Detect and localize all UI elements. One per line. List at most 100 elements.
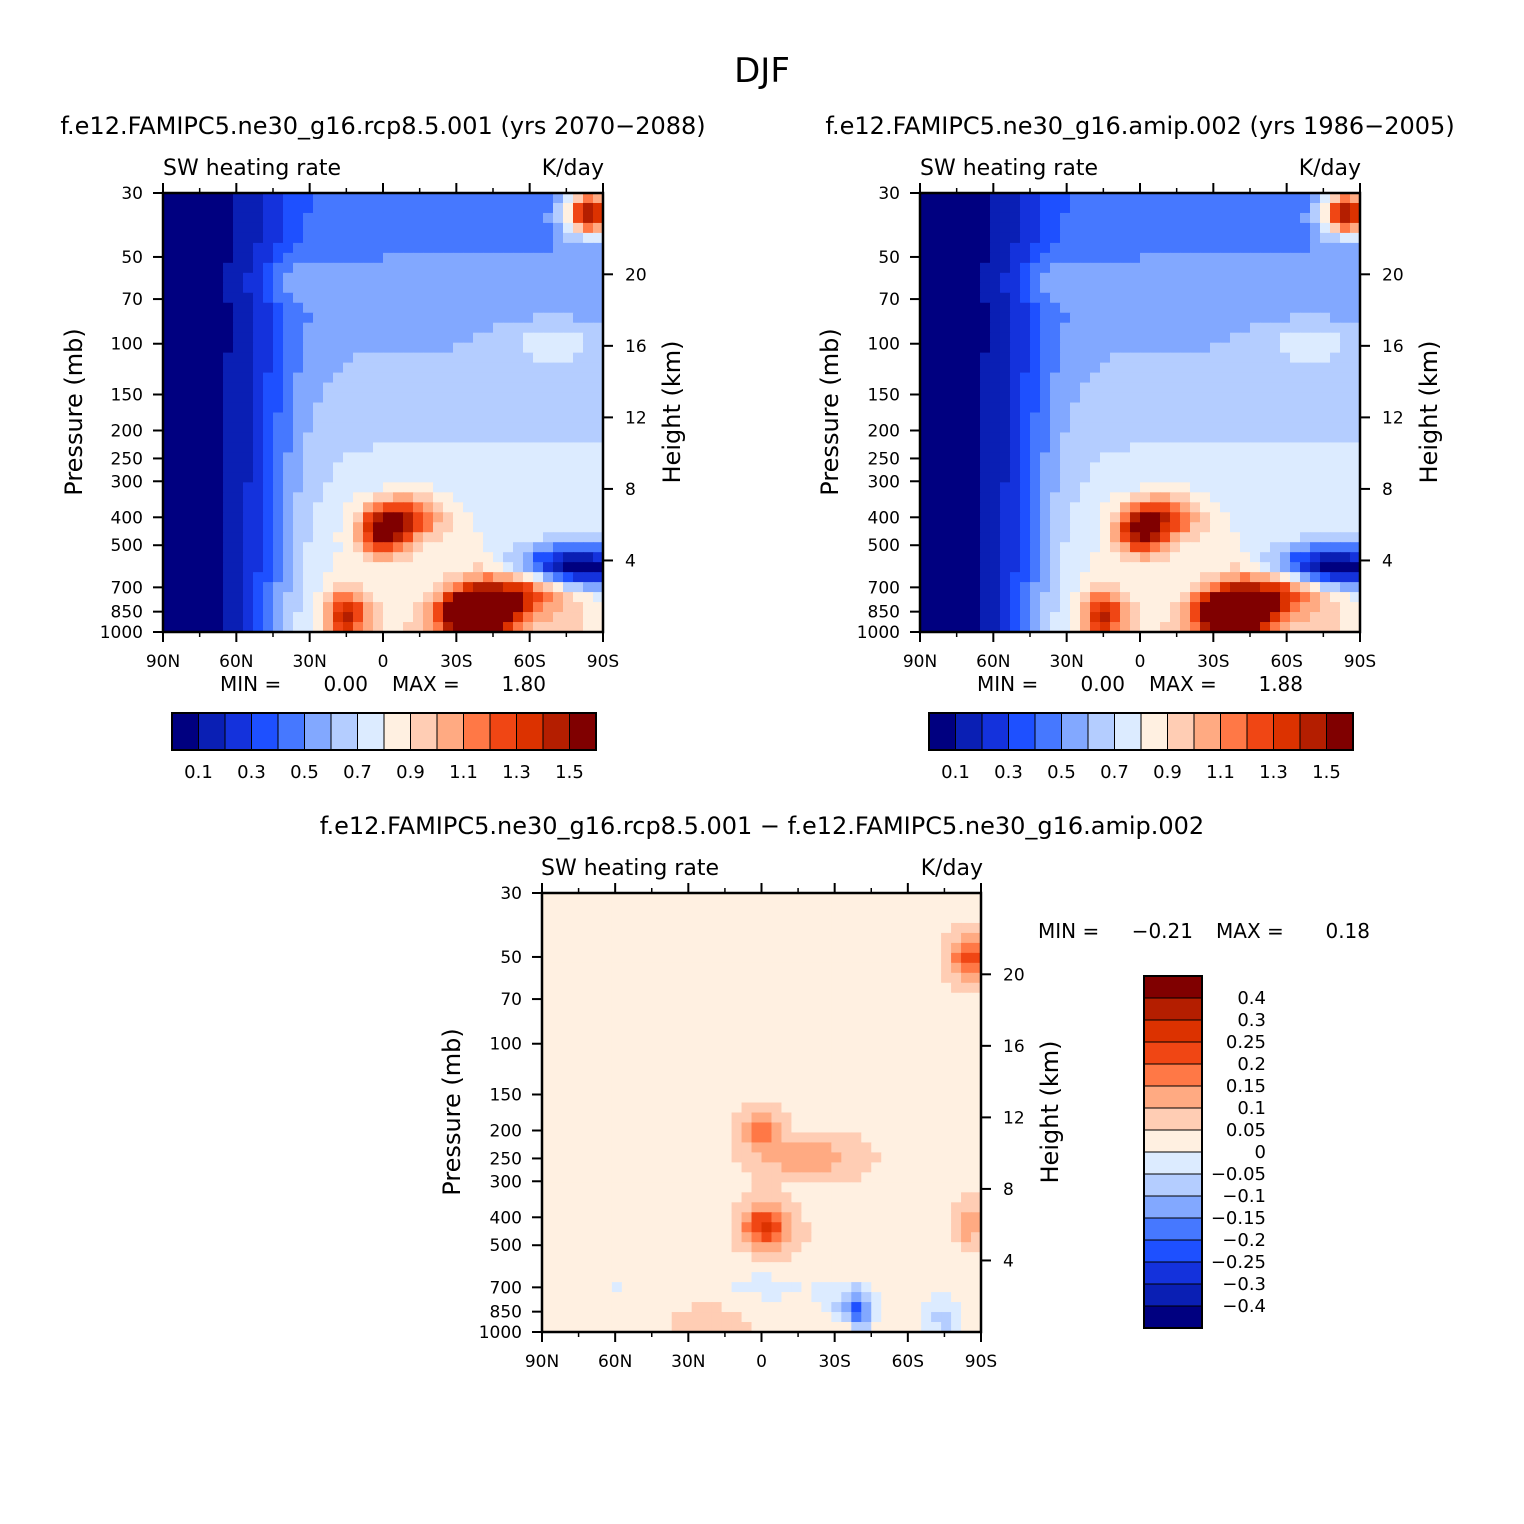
field-cell [1350, 622, 1360, 632]
field-cell [413, 372, 424, 384]
field-cell [1250, 222, 1261, 234]
field-cell [861, 1052, 872, 1064]
field-cell [403, 352, 414, 364]
field-cell [980, 262, 991, 274]
field-cell [990, 532, 1001, 543]
field-cell [573, 452, 584, 463]
field-cell [1230, 532, 1241, 543]
field-cell [1230, 193, 1241, 204]
field-cell [453, 382, 464, 394]
field-cell [1070, 492, 1081, 503]
field-cell [1110, 292, 1121, 304]
field-cell [701, 992, 713, 1004]
field-cell [473, 242, 484, 254]
field-cell [453, 262, 464, 274]
field-cell [393, 452, 404, 463]
field-cell [920, 422, 931, 434]
field-cell [891, 893, 902, 904]
field-cell [980, 382, 991, 394]
field-cell [1150, 372, 1161, 384]
field-cell [781, 1082, 793, 1094]
field-cell [1080, 322, 1091, 334]
field-cell [551, 1052, 563, 1064]
field-cell [1040, 522, 1051, 533]
field-cell [841, 942, 852, 954]
field-cell [990, 422, 1001, 434]
field-cell [493, 482, 504, 493]
field-cell [183, 612, 194, 623]
field-cell [1340, 402, 1351, 414]
field-cell [183, 562, 194, 573]
field-cell [1230, 452, 1241, 463]
field-cell [363, 362, 374, 374]
field-cell [591, 972, 603, 984]
field-cell [1290, 422, 1301, 434]
field-cell [293, 622, 304, 632]
field-cell [1010, 482, 1021, 493]
field-cell [761, 992, 773, 1004]
field-cell [1200, 402, 1211, 414]
field-cell [573, 252, 584, 264]
field-cell [1180, 492, 1191, 503]
field-cell [223, 362, 234, 374]
field-cell [223, 193, 234, 204]
field-cell [1110, 492, 1121, 503]
field-cell [183, 512, 194, 523]
field-cell [393, 392, 404, 404]
field-cell [1050, 552, 1061, 563]
field-cell [163, 332, 174, 344]
field-cell [950, 582, 961, 593]
field-cell [1310, 422, 1321, 434]
field-cell [1220, 602, 1231, 613]
field-cell [393, 352, 404, 364]
field-cell [593, 332, 603, 344]
field-cell [1040, 532, 1051, 543]
field-cell [761, 982, 773, 994]
field-cell [1340, 312, 1351, 324]
field-cell [651, 972, 663, 984]
field-cell [1160, 282, 1171, 294]
field-cell [283, 562, 294, 573]
field-cell [1250, 272, 1261, 284]
field-cell [542, 952, 553, 964]
field-cell [573, 272, 584, 284]
field-cell [1120, 522, 1131, 533]
field-cell [213, 552, 224, 563]
field-cell [1060, 202, 1071, 214]
field-cell [473, 352, 484, 364]
field-cell [483, 612, 494, 623]
field-cell [591, 922, 603, 934]
field-cell [1110, 522, 1121, 533]
field-cell [1330, 622, 1341, 632]
field-cell [1150, 542, 1161, 553]
field-cell [313, 612, 324, 623]
field-cell [1210, 492, 1221, 503]
field-cell [593, 312, 603, 324]
field-cell [343, 382, 354, 394]
field-cell [1250, 472, 1261, 483]
field-cell [213, 422, 224, 434]
field-cell [881, 1042, 892, 1054]
field-cell [373, 193, 384, 204]
field-cell [1180, 402, 1191, 414]
field-cell [801, 1062, 812, 1074]
field-cell [1110, 382, 1121, 394]
field-cell [1350, 402, 1360, 414]
field-cell [1070, 612, 1081, 623]
field-cell [980, 212, 991, 224]
field-cell [193, 382, 204, 394]
field-cell [1280, 262, 1291, 274]
field-cell [343, 582, 354, 593]
field-cell [941, 1062, 952, 1074]
field-cell [1080, 422, 1091, 434]
field-cell [1070, 322, 1081, 334]
field-cell [1060, 412, 1071, 424]
field-cell [1030, 272, 1041, 284]
field-cell [920, 193, 931, 204]
field-cell [463, 442, 474, 454]
field-cell [1130, 502, 1141, 513]
field-cell [961, 912, 972, 924]
field-cell [1210, 202, 1221, 214]
field-cell [543, 342, 554, 354]
field-cell [413, 202, 424, 214]
